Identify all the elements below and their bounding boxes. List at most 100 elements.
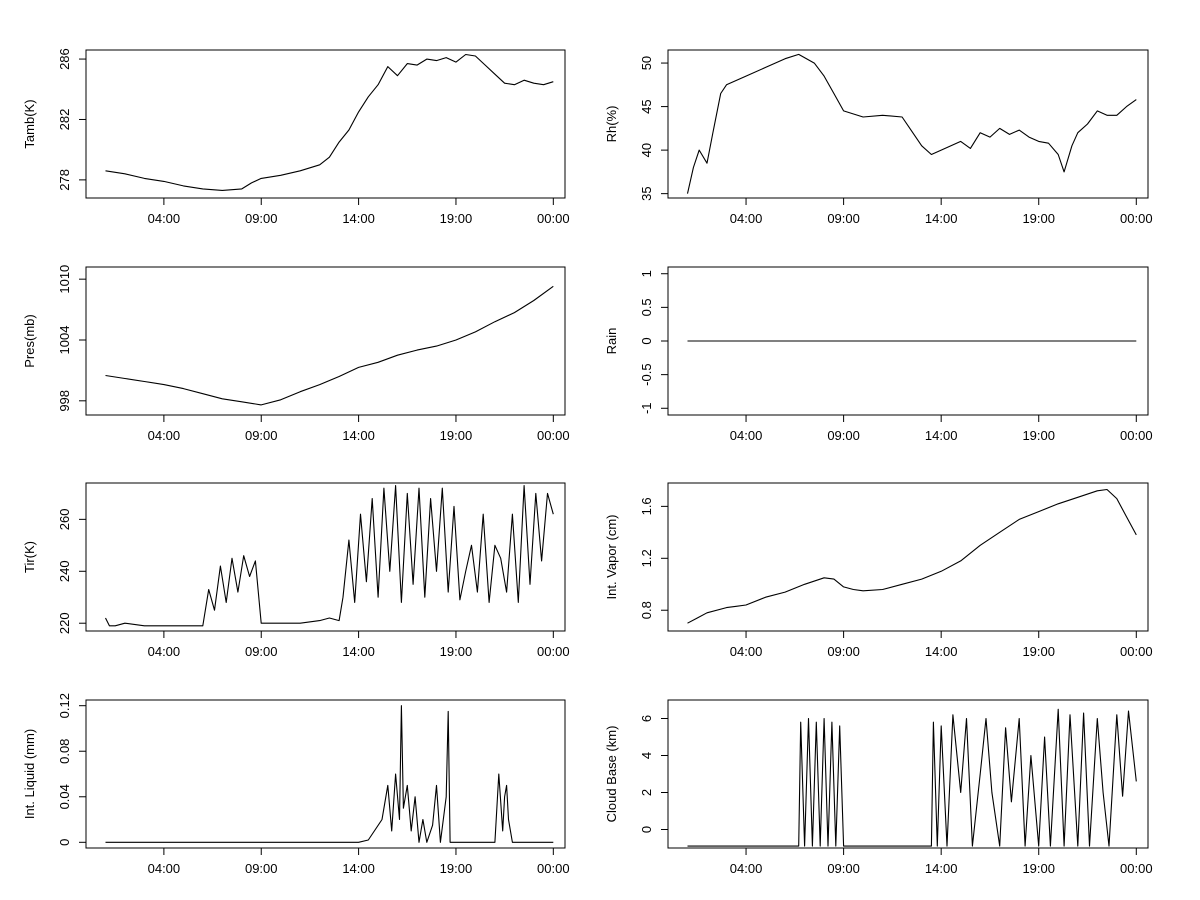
panel-tir: 04:00 09:00 14:00 19:00 00:00 220 240 260 Tir(K) xyxy=(22,482,570,659)
panel-rain: 04:00 09:00 14:00 19:00 00:00 -1 -0.5 0 0.5 1 Rain xyxy=(604,266,1153,443)
plot-frame-vapor xyxy=(667,482,1149,632)
x-tick-label-pres: 19:00 xyxy=(440,428,473,443)
y-tick-label-rain: -1 xyxy=(639,402,654,414)
x-tick-label-tamb: 14:00 xyxy=(342,211,375,226)
y-tick-label-tir: 240 xyxy=(57,560,72,582)
x-tick-label-rh: 14:00 xyxy=(925,211,958,226)
series-line-pres xyxy=(105,285,554,406)
y-tick-label-pres: 1004 xyxy=(57,326,72,355)
y-tick-label-pres: 1010 xyxy=(57,265,72,294)
x-tick-label-liquid: 00:00 xyxy=(537,861,570,876)
y-axis-label-vapor: Int. Vapor (cm) xyxy=(604,514,619,599)
panel-rh: 04:00 09:00 14:00 19:00 00:00 35 40 45 50 Rh(%) xyxy=(604,49,1153,226)
y-tick-label-rain: 0.5 xyxy=(639,298,654,316)
panel-pres: 04:00 09:00 14:00 19:00 00:00 998 1004 1010 Pres… xyxy=(22,265,570,443)
x-tick-label-rain: 19:00 xyxy=(1022,428,1055,443)
x-tick-label-tir: 19:00 xyxy=(440,644,473,659)
x-tick-label-cloudbase: 09:00 xyxy=(827,861,860,876)
x-tick-label-cloudbase: 14:00 xyxy=(925,861,958,876)
x-tick-label-vapor: 19:00 xyxy=(1022,644,1055,659)
y-tick-label-tamb: 282 xyxy=(57,109,72,131)
panel-tamb: 04:00 09:00 14:00 19:00 00:00 278 282 286 Tamb(K… xyxy=(22,48,570,226)
y-axis-label-tamb: Tamb(K) xyxy=(22,99,37,148)
x-tick-label-liquid: 04:00 xyxy=(148,861,181,876)
x-tick-label-rh: 09:00 xyxy=(827,211,860,226)
x-tick-label-rain: 04:00 xyxy=(730,428,763,443)
y-tick-label-cloudbase: 2 xyxy=(639,789,654,796)
y-tick-label-cloudbase: 4 xyxy=(639,752,654,759)
x-tick-label-pres: 00:00 xyxy=(537,428,570,443)
panel-cloudbase: 04:00 09:00 14:00 19:00 00:00 0 2 4 6 Cloud Base … xyxy=(604,699,1153,876)
x-tick-label-tir: 09:00 xyxy=(245,644,278,659)
y-tick-label-tamb: 278 xyxy=(57,169,72,191)
x-tick-label-rh: 00:00 xyxy=(1120,211,1153,226)
x-tick-label-pres: 09:00 xyxy=(245,428,278,443)
y-tick-label-rh: 45 xyxy=(639,99,654,113)
x-tick-label-rain: 09:00 xyxy=(827,428,860,443)
y-axis-label-pres: Pres(mb) xyxy=(22,314,37,367)
x-tick-label-rh: 04:00 xyxy=(730,211,763,226)
x-tick-label-cloudbase: 19:00 xyxy=(1022,861,1055,876)
x-tick-label-tir: 00:00 xyxy=(537,644,570,659)
series-line-vapor xyxy=(687,488,1137,624)
x-tick-label-rain: 14:00 xyxy=(925,428,958,443)
y-axis-label-rh: Rh(%) xyxy=(604,106,619,143)
x-tick-label-liquid: 09:00 xyxy=(245,861,278,876)
y-tick-label-rh: 40 xyxy=(639,143,654,157)
x-tick-label-vapor: 14:00 xyxy=(925,644,958,659)
plot-frame-rh xyxy=(667,49,1149,199)
y-tick-label-vapor: 1.6 xyxy=(639,497,654,515)
x-tick-label-rh: 19:00 xyxy=(1022,211,1055,226)
x-tick-label-tir: 14:00 xyxy=(342,644,375,659)
y-axis-label-tir: Tir(K) xyxy=(22,541,37,573)
y-axis-label-rain: Rain xyxy=(604,328,619,355)
panel-vapor: 04:00 09:00 14:00 19:00 00:00 0.8 1.2 1.6 Int. V… xyxy=(604,482,1153,659)
y-tick-label-rain: 0 xyxy=(639,337,654,344)
y-tick-label-rh: 35 xyxy=(639,186,654,200)
y-tick-label-liquid: 0 xyxy=(57,839,72,846)
series-line-liquid xyxy=(105,705,554,843)
plot-frame-cloudbase xyxy=(667,699,1149,849)
x-tick-label-pres: 04:00 xyxy=(148,428,181,443)
panel-liquid: 04:00 09:00 14:00 19:00 00:00 0 0.04 0.08 0.12 In… xyxy=(22,693,570,876)
x-tick-label-liquid: 19:00 xyxy=(440,861,473,876)
x-tick-label-tamb: 04:00 xyxy=(148,211,181,226)
y-tick-label-cloudbase: 6 xyxy=(639,715,654,722)
series-line-rh xyxy=(686,53,1137,194)
y-tick-label-rh: 50 xyxy=(639,56,654,70)
plot-frame-tir xyxy=(85,482,566,632)
x-tick-label-cloudbase: 00:00 xyxy=(1120,861,1153,876)
series-line-cloudbase xyxy=(687,708,1137,847)
y-tick-label-vapor: 1.2 xyxy=(639,549,654,567)
series-line-tamb xyxy=(105,53,554,191)
x-tick-label-vapor: 04:00 xyxy=(730,644,763,659)
y-tick-label-rain: -0.5 xyxy=(639,363,654,385)
plot-frame-tamb xyxy=(85,49,566,199)
y-tick-label-cloudbase: 0 xyxy=(639,826,654,833)
x-tick-label-tir: 04:00 xyxy=(148,644,181,659)
x-tick-label-tamb: 00:00 xyxy=(537,211,570,226)
y-tick-label-pres: 998 xyxy=(57,390,72,412)
y-tick-label-rain: 1 xyxy=(639,270,654,277)
y-tick-label-tir: 220 xyxy=(57,612,72,634)
y-tick-label-tir: 260 xyxy=(57,508,72,530)
x-tick-label-tamb: 09:00 xyxy=(245,211,278,226)
y-axis-label-cloudbase: Cloud Base (km) xyxy=(604,726,619,823)
y-tick-label-liquid: 0.08 xyxy=(57,739,72,764)
x-tick-label-tamb: 19:00 xyxy=(440,211,473,226)
series-line-tir xyxy=(105,485,554,627)
y-tick-label-liquid: 0.12 xyxy=(57,693,72,718)
plot-frame-pres xyxy=(85,266,566,416)
y-tick-label-vapor: 0.8 xyxy=(639,601,654,619)
x-tick-label-cloudbase: 04:00 xyxy=(730,861,763,876)
y-tick-label-liquid: 0.04 xyxy=(57,784,72,809)
x-tick-label-liquid: 14:00 xyxy=(342,861,375,876)
plot-frame-liquid xyxy=(85,699,566,849)
x-tick-label-pres: 14:00 xyxy=(342,428,375,443)
x-tick-label-rain: 00:00 xyxy=(1120,428,1153,443)
x-tick-label-vapor: 09:00 xyxy=(827,644,860,659)
x-tick-label-vapor: 00:00 xyxy=(1120,644,1153,659)
y-tick-label-tamb: 286 xyxy=(57,48,72,70)
y-axis-label-liquid: Int. Liquid (mm) xyxy=(22,729,37,819)
